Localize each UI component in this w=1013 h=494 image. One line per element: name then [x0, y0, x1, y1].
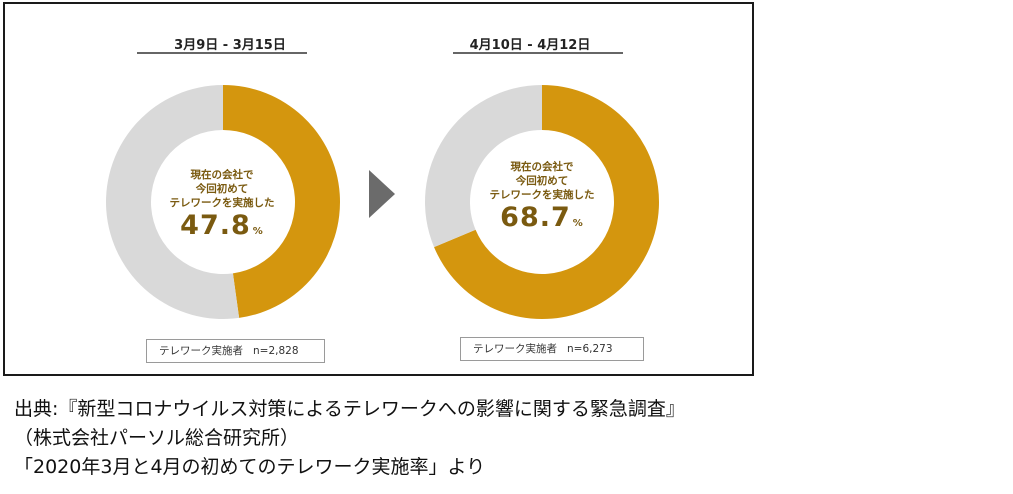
donut-center-march: 現在の会社で 今回初めて テレワークを実施した 47.8%	[152, 168, 292, 248]
source-caption-line1: 出典:『新型コロナウイルス対策によるテレワークへの影響に関する緊急調査』	[14, 398, 685, 420]
source-caption-line2: （株式会社パーソル総合研究所）	[14, 427, 300, 449]
donut-chart-april	[425, 85, 659, 319]
arrow-right-icon	[369, 170, 395, 218]
center-label-line1: 現在の会社で	[190, 169, 254, 181]
percent-unit: %	[252, 226, 264, 237]
donut-slice-remainder	[106, 85, 240, 319]
period-rule-march	[137, 52, 307, 54]
donut-center-april: 現在の会社で 今回初めて テレワークを実施した 68.7%	[472, 160, 612, 240]
percent-value-march: 47.8	[180, 210, 251, 241]
source-caption-line3: 「2020年3月と4月の初めてのテレワーク実施率」より	[14, 456, 486, 478]
sample-label: テレワーク実施者	[473, 343, 557, 355]
donut-slice-first-time-telework	[223, 85, 341, 318]
sample-label: テレワーク実施者	[159, 345, 243, 357]
donut-slice-remainder	[425, 85, 542, 248]
donut-slice-first-time-telework	[434, 85, 659, 319]
center-label-line3: テレワークを実施した	[169, 197, 275, 209]
center-label-line2: 今回初めて	[195, 183, 249, 195]
center-label-line3: テレワークを実施した	[489, 189, 595, 201]
sample-size-box-march: テレワーク実施者 n=2,828	[146, 339, 325, 363]
percent-value-april: 68.7	[500, 202, 571, 233]
period-rule-april	[453, 52, 623, 54]
period-title-april: 4月10日 - 4月12日	[469, 38, 591, 53]
percent-unit: %	[572, 218, 584, 229]
sample-n: n=6,273	[567, 343, 613, 355]
center-label-line2: 今回初めて	[515, 175, 569, 187]
sample-size-box-april: テレワーク実施者 n=6,273	[460, 337, 644, 361]
center-label-line1: 現在の会社で	[510, 161, 574, 173]
sample-n: n=2,828	[253, 345, 299, 357]
donut-chart-march	[106, 85, 341, 319]
period-title-march: 3月9日 - 3月15日	[174, 38, 286, 53]
